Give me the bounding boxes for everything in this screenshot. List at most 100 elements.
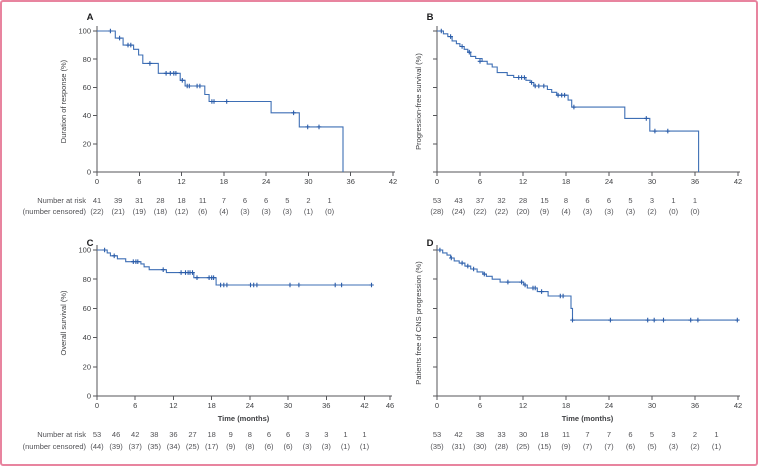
- number-censored-value-C: (35): [148, 442, 162, 451]
- x-tick-label-C: 42: [360, 401, 368, 410]
- x-tick-label-C: 18: [207, 401, 215, 410]
- number-censored-value-D: (7): [583, 442, 593, 451]
- number-censored-value-C: (37): [129, 442, 143, 451]
- x-tick-label-B: 36: [691, 177, 699, 186]
- x-tick-label-B: 6: [478, 177, 482, 186]
- number-at-risk-value-C: 18: [207, 430, 215, 439]
- number-censored-value-C: (1): [360, 442, 370, 451]
- number-at-risk-value-C: 9: [229, 430, 233, 439]
- number-at-risk-value-D: 1: [714, 430, 718, 439]
- y-tick-label-C: 40: [83, 333, 91, 342]
- risk-header-line2-C: (number censored): [23, 442, 87, 451]
- number-censored-value-C: (9): [226, 442, 236, 451]
- number-censored-value-C: (39): [109, 442, 123, 451]
- number-censored-value-C: (8): [245, 442, 255, 451]
- number-censored-value-B: (28): [430, 207, 444, 216]
- number-at-risk-value-D: 18: [540, 430, 548, 439]
- number-censored-value-B: (4): [561, 207, 571, 216]
- risk-header-line2-A: (number censored): [23, 207, 87, 216]
- x-tick-label-B: 0: [435, 177, 439, 186]
- x-tick-label-B: 12: [519, 177, 527, 186]
- number-censored-value-D: (35): [430, 442, 444, 451]
- x-tick-label-C: 0: [95, 401, 99, 410]
- x-tick-label-C: 12: [169, 401, 177, 410]
- number-at-risk-value-D: 3: [671, 430, 675, 439]
- censor-marks-B: [439, 28, 671, 134]
- y-axis-title-A: Duration of response (%): [59, 59, 68, 143]
- number-censored-value-B: (0): [690, 207, 700, 216]
- x-tick-label-D: 12: [519, 401, 527, 410]
- number-at-risk-value-C: 1: [362, 430, 366, 439]
- km-curve-C: [97, 249, 374, 286]
- x-tick-label-C: 24: [246, 401, 254, 410]
- x-tick-label-A: 42: [389, 177, 397, 186]
- number-censored-value-D: (31): [452, 442, 466, 451]
- number-at-risk-value-B: 15: [540, 196, 548, 205]
- number-at-risk-value-A: 28: [156, 196, 164, 205]
- number-at-risk-value-D: 30: [519, 430, 527, 439]
- number-at-risk-value-A: 41: [93, 196, 101, 205]
- number-censored-value-D: (9): [561, 442, 571, 451]
- number-at-risk-value-B: 8: [564, 196, 568, 205]
- number-at-risk-value-B: 28: [519, 196, 527, 205]
- x-tick-label-A: 0: [95, 177, 99, 186]
- x-tick-label-D: 36: [691, 401, 699, 410]
- number-censored-value-B: (22): [495, 207, 509, 216]
- number-at-risk-value-B: 1: [693, 196, 697, 205]
- x-tick-label-C: 46: [386, 401, 394, 410]
- number-at-risk-value-D: 11: [562, 430, 570, 439]
- number-at-risk-value-C: 36: [169, 430, 177, 439]
- x-tick-label-A: 36: [347, 177, 355, 186]
- x-tick-label-A: 18: [220, 177, 228, 186]
- number-censored-value-D: (5): [647, 442, 657, 451]
- number-at-risk-value-B: 6: [607, 196, 611, 205]
- number-at-risk-value-D: 38: [476, 430, 484, 439]
- number-censored-value-C: (34): [167, 442, 181, 451]
- number-censored-value-C: (3): [322, 442, 332, 451]
- y-tick-label-C: 60: [83, 304, 91, 313]
- x-tick-label-C: 30: [284, 401, 292, 410]
- x-tick-label-A: 6: [137, 177, 141, 186]
- number-censored-value-D: (28): [495, 442, 509, 451]
- x-tick-label-A: 30: [304, 177, 312, 186]
- number-censored-value-A: (22): [90, 207, 104, 216]
- y-tick-label-A: 40: [83, 111, 91, 120]
- y-tick-label-A: 80: [83, 55, 91, 64]
- x-tick-label-D: 24: [605, 401, 613, 410]
- number-censored-value-A: (3): [283, 207, 293, 216]
- number-censored-value-A: (6): [198, 207, 208, 216]
- y-axis-title-D: Patients free of CNS progression (%): [414, 261, 423, 385]
- number-censored-value-B: (24): [452, 207, 466, 216]
- x-tick-label-D: 42: [734, 401, 742, 410]
- number-censored-value-D: (1): [712, 442, 722, 451]
- number-at-risk-value-A: 6: [243, 196, 247, 205]
- y-tick-label-C: 80: [83, 275, 91, 284]
- x-tick-label-D: 18: [562, 401, 570, 410]
- x-tick-label-D: 30: [648, 401, 656, 410]
- y-tick-label-C: 20: [83, 362, 91, 371]
- number-at-risk-value-A: 5: [285, 196, 289, 205]
- number-censored-value-B: (3): [583, 207, 593, 216]
- x-tick-label-C: 36: [322, 401, 330, 410]
- number-at-risk-value-D: 33: [497, 430, 505, 439]
- x-tick-label-D: 6: [478, 401, 482, 410]
- y-tick-label-A: 60: [83, 83, 91, 92]
- number-censored-value-A: (3): [240, 207, 250, 216]
- number-censored-value-B: (0): [669, 207, 679, 216]
- number-censored-value-D: (25): [516, 442, 530, 451]
- x-tick-label-B: 42: [734, 177, 742, 186]
- number-at-risk-value-D: 5: [650, 430, 654, 439]
- number-censored-value-B: (3): [604, 207, 614, 216]
- number-at-risk-value-A: 2: [306, 196, 310, 205]
- y-axis-title-B: Progression-free survival (%): [414, 53, 423, 150]
- number-at-risk-value-C: 27: [188, 430, 196, 439]
- number-at-risk-value-D: 7: [607, 430, 611, 439]
- number-censored-value-A: (1): [304, 207, 314, 216]
- number-at-risk-value-A: 1: [327, 196, 331, 205]
- number-at-risk-value-D: 53: [433, 430, 441, 439]
- number-censored-value-A: (21): [111, 207, 125, 216]
- number-at-risk-value-C: 1: [343, 430, 347, 439]
- number-censored-value-C: (6): [284, 442, 294, 451]
- number-at-risk-value-C: 6: [286, 430, 290, 439]
- number-censored-value-D: (3): [669, 442, 679, 451]
